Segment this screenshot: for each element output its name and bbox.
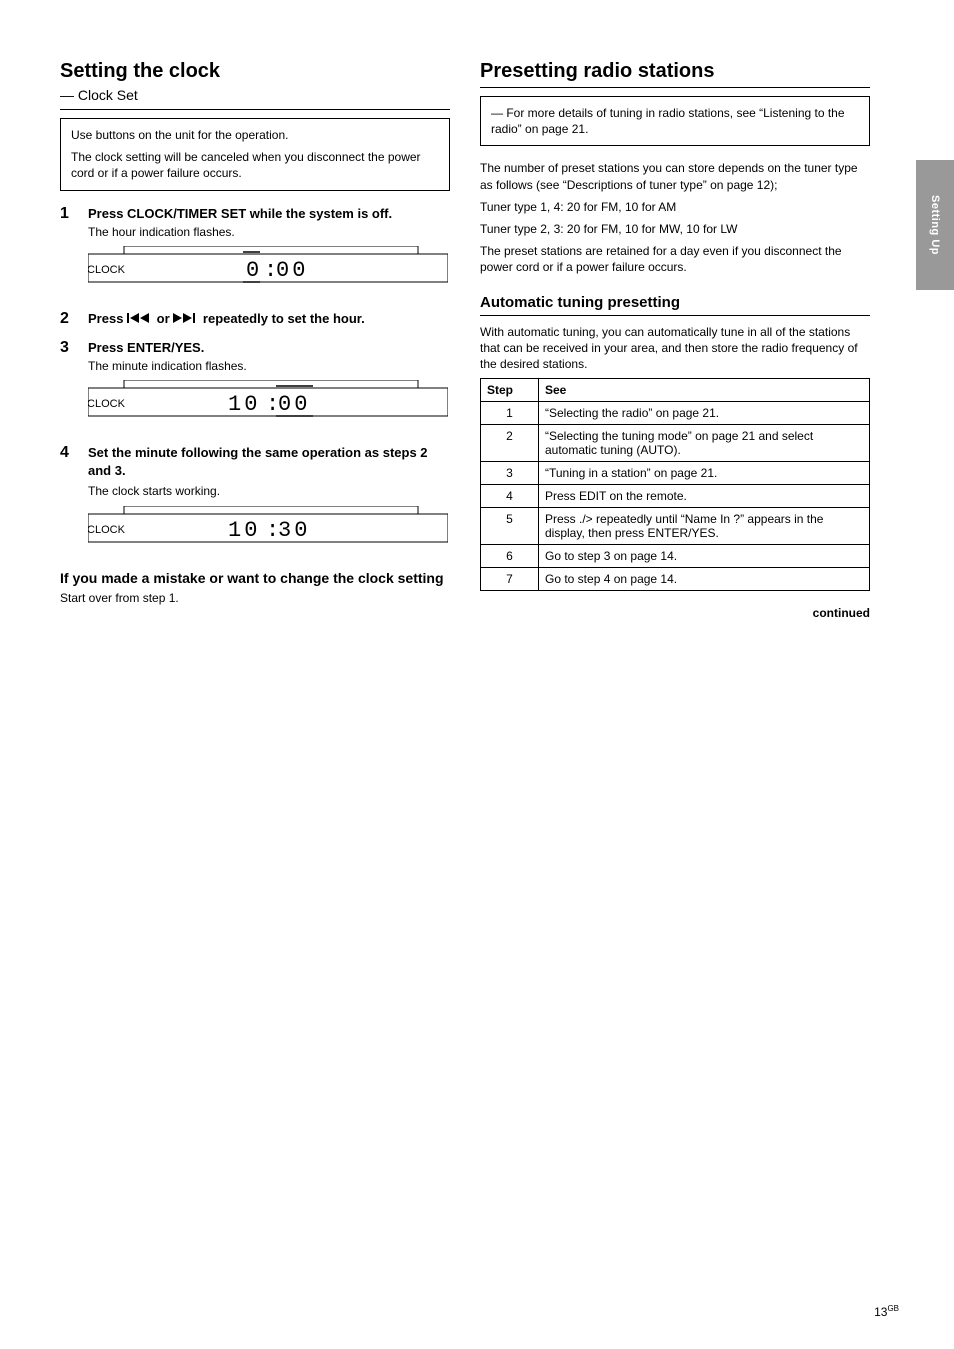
- step-1: 1 Press CLOCK/TIMER SET while the system…: [60, 205, 450, 301]
- svg-text:00: 00: [276, 258, 308, 283]
- left-rule: [60, 109, 450, 110]
- table-row: 3“Tuning in a station” on page 21.: [481, 462, 870, 485]
- step-2-main: Press or repeatedly to set the hour.: [88, 310, 450, 328]
- left-title: Setting the clock: [60, 60, 450, 83]
- table-header-row: Step See: [481, 379, 870, 402]
- continued-label: continued: [480, 605, 870, 621]
- table-row: 1“Selecting the radio” on page 21.: [481, 402, 870, 425]
- svg-text:CLOCK: CLOCK: [88, 524, 126, 536]
- table-row: 2“Selecting the tuning mode” on page 21 …: [481, 425, 870, 462]
- right-rule: [480, 87, 870, 88]
- svg-text:CLOCK: CLOCK: [88, 398, 126, 410]
- svg-text:30: 30: [278, 518, 310, 543]
- right-title: Presetting radio stations: [480, 60, 870, 83]
- table-row: 4Press EDIT on the remote.: [481, 485, 870, 508]
- svg-text:10: 10: [228, 392, 260, 417]
- steps-table: Step See 1“Selecting the radio” on page …: [480, 378, 870, 591]
- svg-text:0: 0: [246, 258, 262, 283]
- svg-text:CLOCK: CLOCK: [88, 264, 126, 276]
- side-tab-label: Setting Up: [929, 195, 941, 255]
- right-body-2: Tuner type 2, 3: 20 for FM, 10 for MW, 1…: [480, 221, 870, 237]
- left-box-line-2: The clock setting will be canceled when …: [71, 149, 439, 181]
- svg-text:10: 10: [228, 518, 260, 543]
- reset-heading: If you made a mistake or want to change …: [60, 570, 450, 586]
- auto-tuning-heading: Automatic tuning presetting: [480, 294, 870, 311]
- side-tab: Setting Up: [916, 160, 954, 290]
- th-see: See: [539, 379, 870, 402]
- step-4-num: 4: [60, 444, 78, 559]
- left-subtitle: — Clock Set: [60, 87, 450, 103]
- left-info-box: Use buttons on the unit for the operatio…: [60, 118, 450, 191]
- step-3-main: Press ENTER/YES.: [88, 339, 450, 357]
- right-info-box: — For more details of tuning in radio st…: [480, 96, 870, 146]
- reset-body: Start over from step 1.: [60, 590, 450, 606]
- right-body-3: The preset stations are retained for a d…: [480, 243, 870, 275]
- step-3-body: Press ENTER/YES. The minute indication f…: [88, 339, 450, 435]
- left-column: Setting the clock — Clock Set Use button…: [60, 60, 450, 627]
- step-4-note: The clock starts working.: [88, 483, 450, 499]
- table-row: 6Go to step 3 on page 14.: [481, 545, 870, 568]
- step-2-num: 2: [60, 310, 78, 328]
- skip-fwd-icon: [173, 311, 199, 329]
- page: Setting the clock — Clock Set Use button…: [0, 0, 954, 677]
- table-row: 5Press ./> repeatedly until “Name In ?” …: [481, 508, 870, 545]
- step-2-body: Press or repeatedly to set the hour.: [88, 310, 450, 328]
- svg-text:00: 00: [278, 392, 310, 417]
- auto-tuning-rule: [480, 315, 870, 316]
- table-row: 7Go to step 4 on page 14.: [481, 568, 870, 591]
- right-box-line-1: — For more details of tuning in radio st…: [491, 105, 859, 137]
- step-1-num: 1: [60, 205, 78, 301]
- skip-back-icon: [127, 311, 153, 329]
- step-1-sub: The hour indication flashes.: [88, 224, 450, 240]
- right-column: Presetting radio stations — For more det…: [480, 60, 870, 627]
- step-3-lcd: CLOCK 10 : 00: [88, 380, 450, 424]
- page-number: 13GB: [874, 1304, 899, 1319]
- step-1-main: Press CLOCK/TIMER SET while the system i…: [88, 205, 450, 223]
- step-3-sub: The minute indication flashes.: [88, 358, 450, 374]
- step-1-body: Press CLOCK/TIMER SET while the system i…: [88, 205, 450, 301]
- step-4-main: Set the minute following the same operat…: [88, 444, 450, 479]
- left-box-line-1: Use buttons on the unit for the operatio…: [71, 127, 439, 143]
- right-body-0: The number of preset stations you can st…: [480, 160, 870, 192]
- step-2: 2 Press or repeatedly to set the hour.: [60, 310, 450, 328]
- step-4-lcd: CLOCK 10 : 30: [88, 506, 450, 550]
- step-3: 3 Press ENTER/YES. The minute indication…: [60, 339, 450, 435]
- step-4: 4 Set the minute following the same oper…: [60, 444, 450, 559]
- step-1-lcd: CLOCK 0 : 00: [88, 246, 450, 290]
- th-step: Step: [481, 379, 539, 402]
- step-4-body: Set the minute following the same operat…: [88, 444, 450, 559]
- auto-tuning-body: With automatic tuning, you can automatic…: [480, 324, 870, 373]
- step-3-num: 3: [60, 339, 78, 435]
- right-body-1: Tuner type 1, 4: 20 for FM, 10 for AM: [480, 199, 870, 215]
